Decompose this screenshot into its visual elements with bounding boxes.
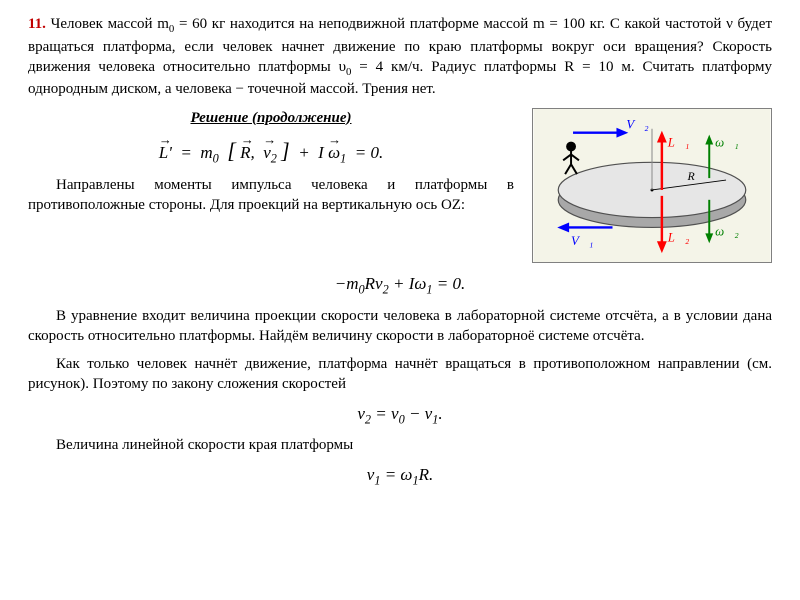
paragraph-2: В уравнение входит величина проекции ско… [28, 306, 772, 347]
paragraph-1: Направлены моменты импульса человека и п… [28, 175, 514, 216]
equation-3: v2 = v0 − v1. [28, 403, 772, 428]
svg-text:ω⃗₂: ω⃗₂ [715, 224, 739, 238]
equation-4: v1 = ω1R. [28, 464, 772, 489]
svg-text:V⃗₂: V⃗₂ [626, 117, 649, 131]
paragraph-3: Как только человек начнёт движение, плат… [28, 354, 772, 395]
problem-statement: 11. Человек массой m0 = 60 кг находится … [28, 14, 772, 100]
svg-text:ω⃗₁: ω⃗₁ [715, 135, 739, 149]
svg-text:L⃗₂: L⃗₂ [667, 230, 690, 244]
paragraph-4: Величина линейной скорости края платформ… [28, 435, 772, 455]
svg-text:R: R [687, 169, 696, 183]
svg-text:V⃗₁: V⃗₁ [571, 234, 593, 248]
svg-text:L⃗₁: L⃗₁ [667, 135, 690, 149]
physics-diagram: R L⃗₁ L⃗₂ ω⃗₁ ω⃗₂ V⃗₂ V⃗₁ [532, 108, 772, 263]
equation-2: −m0Rv2 + Iω1 = 0. [28, 273, 772, 298]
equation-1: →L' = m0 [ →R, →v2 ] + I →ω1 = 0. [28, 136, 514, 167]
problem-number: 11. [28, 16, 46, 32]
solution-row: Решение (продолжение) →L' = m0 [ →R, →v2… [28, 108, 772, 263]
solution-heading: Решение (продолжение) [28, 108, 514, 128]
solution-left-column: Решение (продолжение) →L' = m0 [ →R, →v2… [28, 108, 514, 224]
